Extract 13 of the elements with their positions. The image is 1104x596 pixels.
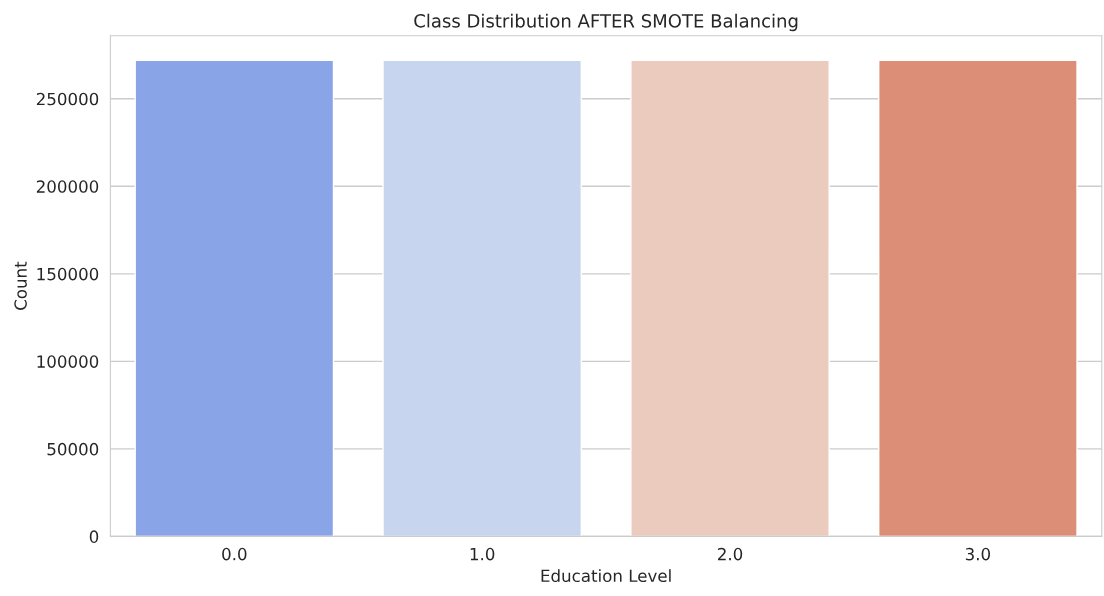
x-axis-title: Education Level: [541, 569, 671, 583]
x-tick-label: 2.0: [717, 547, 743, 561]
y-tick-label: 100000: [37, 355, 99, 368]
chart-title: Class Distribution AFTER SMOTE Balancing: [414, 13, 798, 32]
y-tick-label: 0: [89, 530, 99, 543]
y-tick-label: 50000: [47, 442, 99, 456]
x-tick-label: 3.0: [965, 547, 991, 561]
y-tick-label: 150000: [37, 267, 99, 281]
y-tick-label: 200000: [36, 180, 99, 193]
y-axis-title: Count: [14, 261, 27, 310]
x-tick-label: 1.0: [470, 547, 495, 561]
x-tick-label: 0.0: [222, 547, 247, 561]
y-tick-label: 250000: [36, 92, 99, 106]
